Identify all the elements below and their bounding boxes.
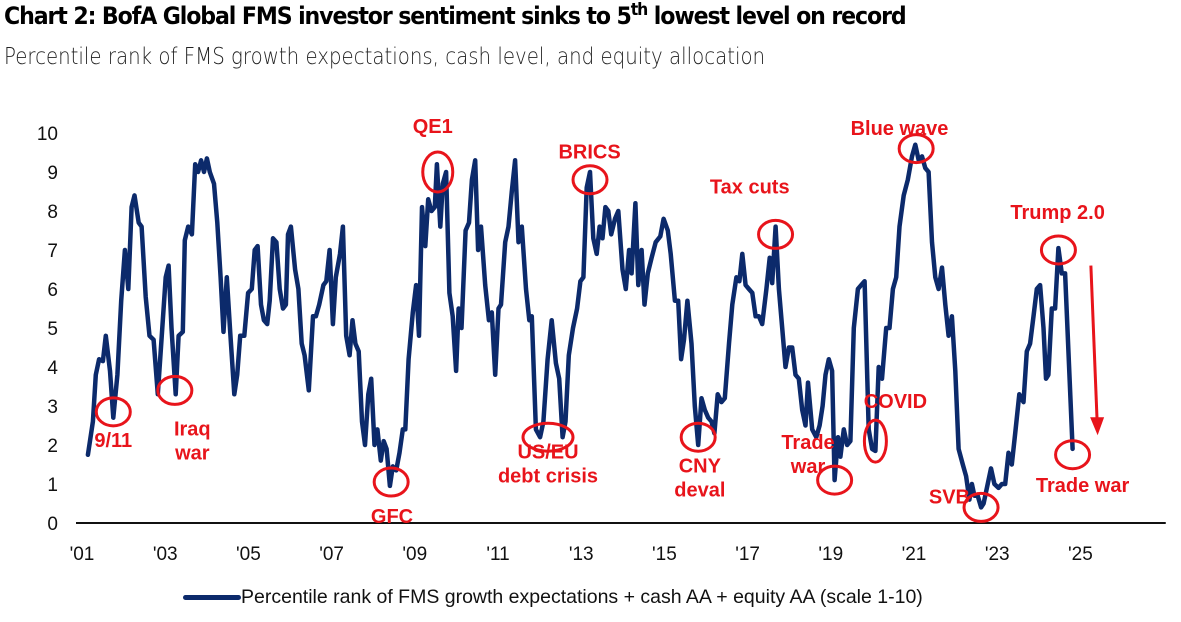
annotation-circle bbox=[156, 374, 194, 406]
annotation-circle bbox=[962, 491, 1000, 523]
annotation-label: Tax cuts bbox=[710, 176, 790, 198]
x-tick-label: '13 bbox=[569, 544, 594, 565]
annotation-label: Trade bbox=[781, 432, 834, 454]
annotation-label: debt crisis bbox=[498, 466, 598, 488]
annotation-label: Trump 2.0 bbox=[1010, 202, 1104, 224]
annotation-arrow-shaft bbox=[1089, 265, 1099, 422]
annotation-circle bbox=[897, 133, 935, 165]
y-tick-label: 6 bbox=[47, 280, 58, 301]
annotation-label: Iraq bbox=[174, 418, 211, 440]
annotation-circle bbox=[679, 421, 717, 453]
x-tick-label: '21 bbox=[902, 544, 927, 565]
annotation-label: US/EU bbox=[517, 442, 578, 464]
annotation-label: SVB bbox=[929, 487, 970, 509]
x-tick-label: '25 bbox=[1068, 544, 1093, 565]
annotation-circle bbox=[421, 150, 455, 194]
legend: Percentile rank of FMS growth expectatio… bbox=[183, 586, 923, 609]
annotation-label: CNY bbox=[679, 455, 722, 477]
y-tick-label: 1 bbox=[47, 475, 58, 496]
annotation-label: QE1 bbox=[413, 116, 453, 138]
annotation-circle bbox=[521, 421, 575, 453]
annotation-circle bbox=[862, 418, 888, 464]
y-tick-label: 3 bbox=[47, 397, 58, 418]
annotation-label: deval bbox=[674, 479, 725, 501]
x-tick-label: '01 bbox=[70, 544, 95, 565]
x-tick-label: '09 bbox=[402, 544, 427, 565]
x-tick-label: '17 bbox=[735, 544, 760, 565]
annotation-circle bbox=[816, 464, 854, 496]
series-line bbox=[85, 142, 1075, 510]
y-tick-label: 10 bbox=[37, 124, 58, 145]
annotation-circle bbox=[1054, 439, 1092, 471]
chart-title: Chart 2: BofA Global FMS investor sentim… bbox=[4, 0, 907, 31]
annotation-circle bbox=[94, 396, 132, 428]
y-tick-label: 9 bbox=[47, 163, 58, 184]
annotation-circle bbox=[757, 218, 795, 250]
annotation-label: 9/11 bbox=[94, 430, 132, 452]
annotation-label: GFC bbox=[371, 506, 413, 528]
annotation-circle bbox=[1039, 234, 1077, 266]
x-tick-label: '15 bbox=[652, 544, 677, 565]
annotation-circle bbox=[372, 466, 410, 498]
y-tick-label: 4 bbox=[47, 358, 58, 379]
chart-title-main: Chart 2: BofA Global FMS investor sentim… bbox=[4, 2, 632, 30]
x-tick-label: '03 bbox=[153, 544, 178, 565]
annotation-label: Trade war bbox=[1036, 475, 1130, 497]
x-tick-label: '23 bbox=[985, 544, 1010, 565]
annotation-circle bbox=[571, 164, 609, 196]
y-tick-label: 7 bbox=[47, 241, 58, 262]
chart-title-suffix: lowest level on record bbox=[647, 2, 907, 30]
legend-label: Percentile rank of FMS growth expectatio… bbox=[241, 586, 923, 608]
annotation-label: war bbox=[174, 442, 210, 464]
y-tick-label: 0 bbox=[47, 514, 58, 535]
annotation-label: Blue wave bbox=[851, 118, 949, 140]
annotation-label: COVID bbox=[864, 391, 927, 413]
y-tick-label: 2 bbox=[47, 436, 58, 457]
chart-subtitle: Percentile rank of FMS growth expectatio… bbox=[4, 44, 766, 70]
y-tick-label: 5 bbox=[47, 319, 58, 340]
annotation-label: war bbox=[790, 456, 826, 478]
x-tick-label: '11 bbox=[486, 544, 509, 565]
annotation-arrow-head bbox=[1090, 417, 1105, 436]
x-tick-label: '05 bbox=[236, 544, 261, 565]
legend-swatch bbox=[183, 595, 241, 600]
x-tick-label: '07 bbox=[319, 544, 344, 565]
annotation-label: BRICS bbox=[558, 141, 620, 163]
chart-title-superscript: th bbox=[630, 0, 649, 20]
x-tick-label: '19 bbox=[818, 544, 843, 565]
y-tick-label: 8 bbox=[47, 202, 58, 223]
